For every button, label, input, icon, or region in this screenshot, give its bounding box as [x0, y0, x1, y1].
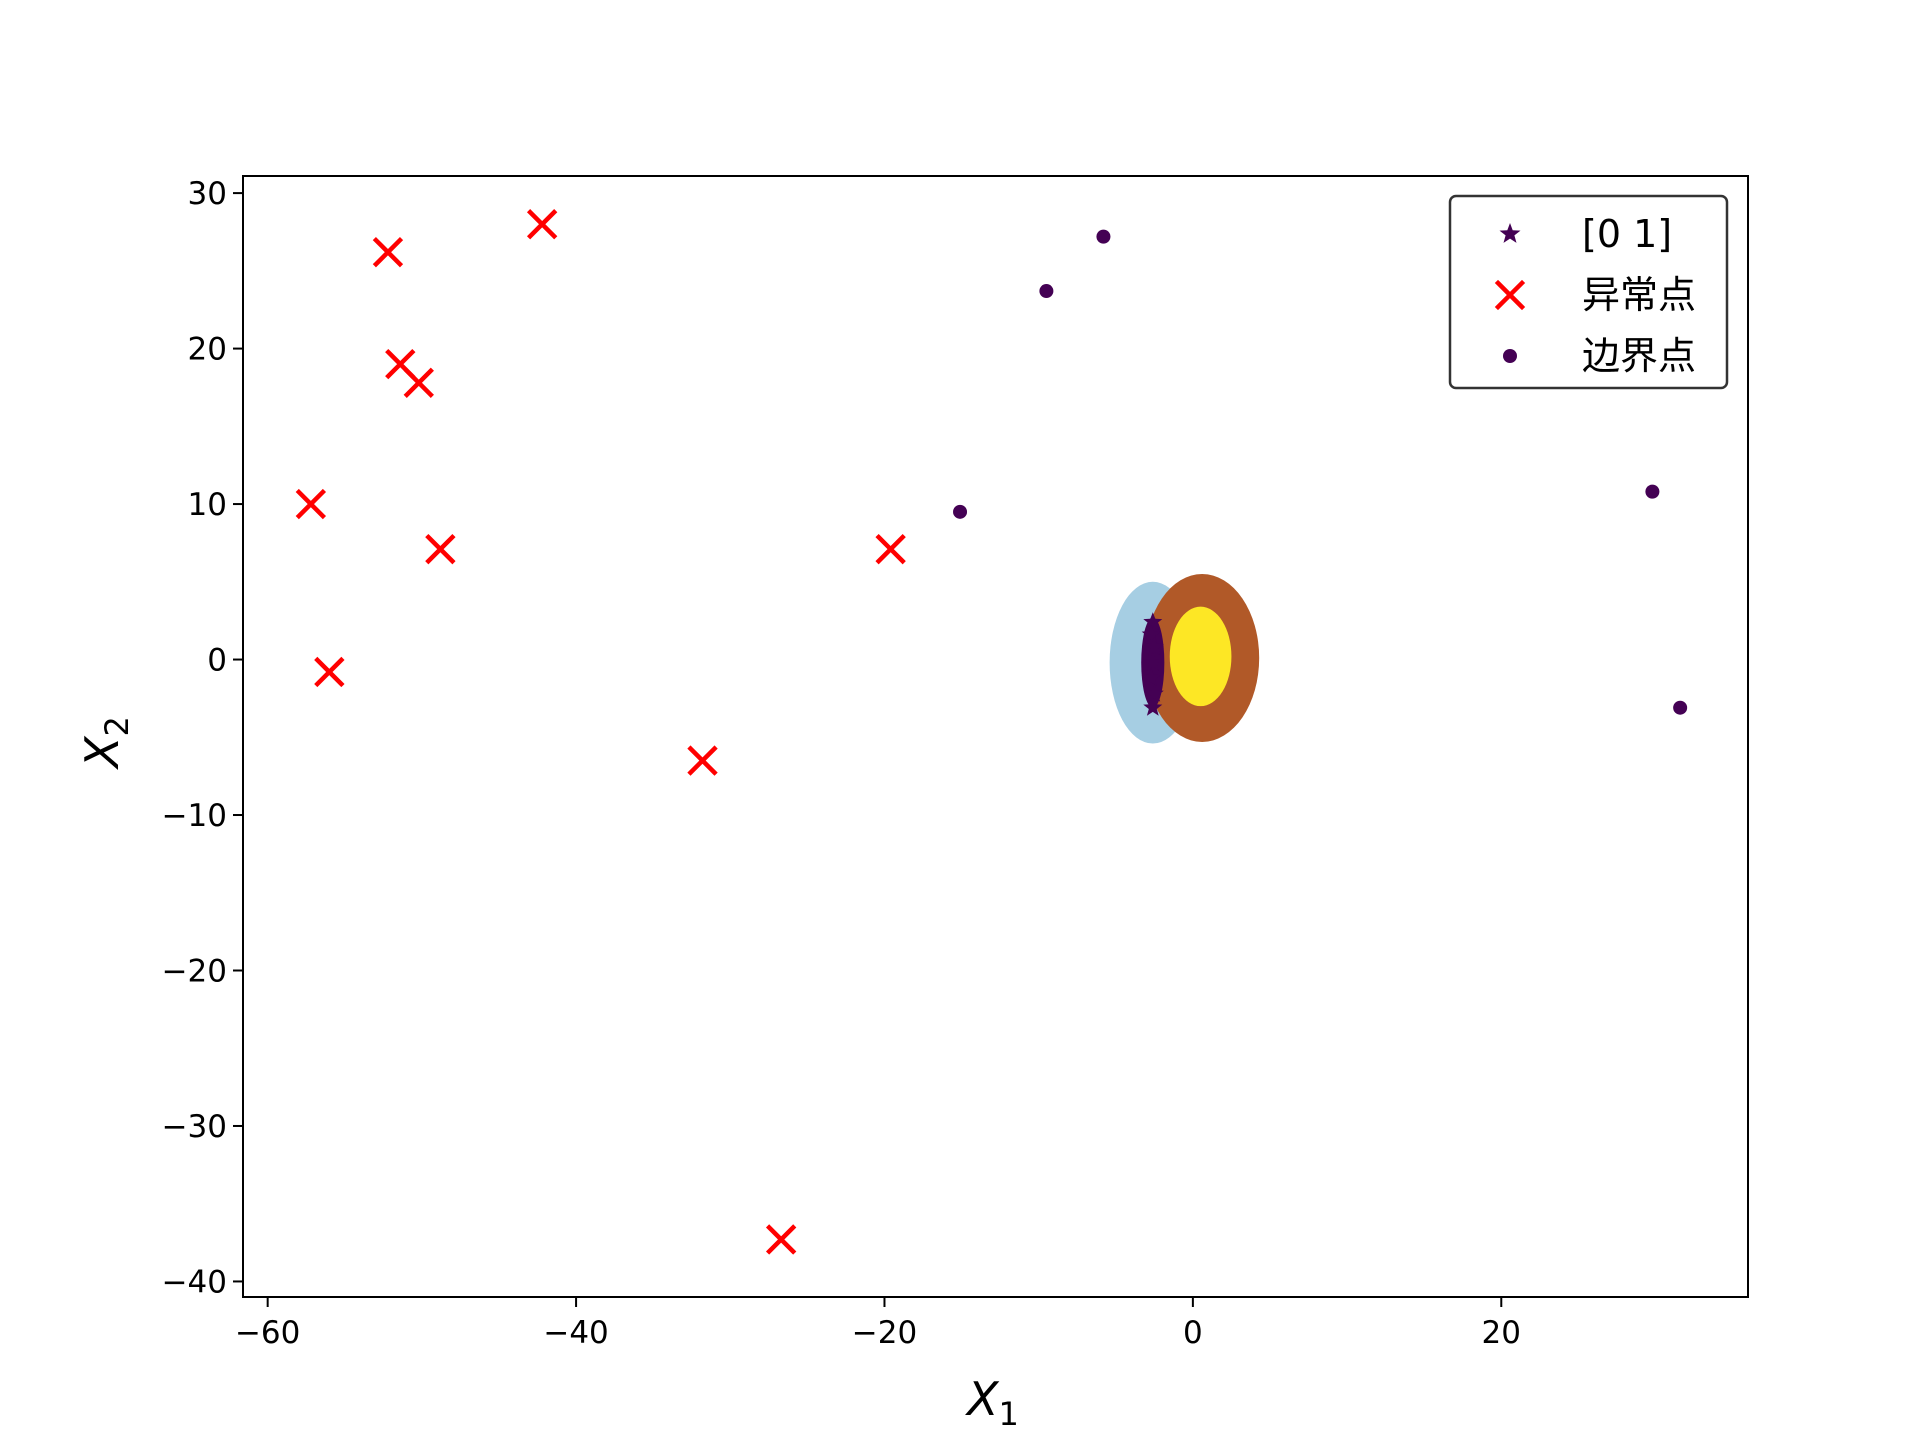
legend-label: 边界点: [1582, 334, 1696, 378]
point-x-1-5: [425, 533, 456, 565]
legend-box: [1448, 194, 1729, 390]
point-x-1-9: [765, 1224, 797, 1255]
y-tick-label: 10: [188, 487, 227, 523]
point-star-0-4: [1141, 668, 1161, 687]
x-tick-label: −60: [235, 1315, 300, 1351]
legend-marker-star: [1499, 223, 1521, 243]
legend-label: [0 1]: [1582, 212, 1672, 256]
x-axis-label: X1: [965, 1372, 1019, 1433]
point-x-1-6: [875, 533, 906, 565]
y-tick-label: 20: [188, 332, 227, 368]
point-x-1-0: [526, 209, 558, 240]
y-tick-label: −40: [162, 1264, 227, 1300]
point-circle-2-0: [1096, 229, 1111, 244]
y-tick-label: −20: [162, 953, 227, 989]
x-tick-label: −20: [852, 1315, 917, 1351]
y-tick-label: −10: [162, 798, 227, 834]
legend-marker-circle: [1503, 349, 1517, 363]
y-axis-label: X2: [75, 716, 136, 770]
point-x-1-1: [372, 237, 404, 268]
x-tick-label: 20: [1482, 1315, 1521, 1351]
point-star-0-2: [1144, 637, 1164, 656]
yellow-cluster: [1169, 606, 1232, 707]
y-tick-label: 0: [207, 643, 227, 679]
point-circle-2-1: [1039, 284, 1054, 299]
x-tick-label: −40: [543, 1315, 608, 1351]
point-x-1-4: [295, 488, 327, 520]
point-star-0-6: [1143, 697, 1163, 716]
point-circle-2-2: [953, 504, 968, 519]
legend-marker-x: [1494, 279, 1526, 311]
point-star-0-0: [1143, 612, 1163, 631]
point-circle-2-4: [1673, 700, 1688, 715]
plot-frame: [242, 175, 1749, 1298]
point-star-0-1: [1141, 624, 1161, 643]
point-circle-2-3: [1645, 484, 1660, 499]
point-x-1-3: [403, 367, 434, 398]
point-star-0-5: [1144, 683, 1164, 702]
legend-label: 异常点: [1582, 273, 1696, 317]
point-x-1-7: [314, 656, 345, 688]
y-tick-label: 30: [188, 176, 227, 212]
point-star-0-3: [1143, 652, 1163, 671]
y-tick-label: −30: [162, 1109, 227, 1145]
x-tick-label: 0: [1183, 1315, 1203, 1351]
point-x-1-8: [687, 745, 718, 776]
